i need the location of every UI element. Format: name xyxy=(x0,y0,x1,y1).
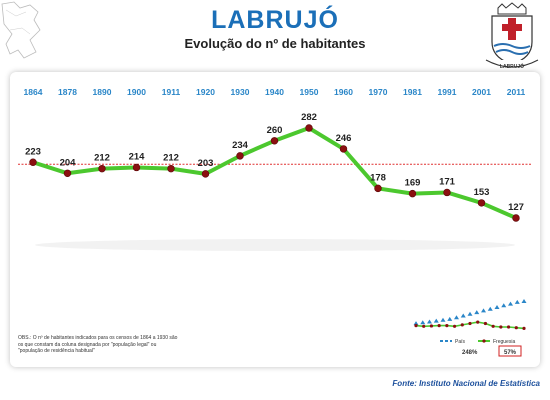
source-text: Fonte: Instituto Nacional de Estatística xyxy=(392,379,540,388)
inset-pais-point xyxy=(481,308,486,313)
inset-pais-point xyxy=(508,301,513,306)
inset-freguesia-point xyxy=(452,324,457,328)
year-label-2011: 2011 xyxy=(507,87,526,97)
page-title: LABRUJÓ xyxy=(211,6,339,34)
inset-freguesia-point xyxy=(522,326,526,330)
inset-pais-point xyxy=(440,317,446,322)
data-point-1920 xyxy=(201,170,210,178)
data-point-1950 xyxy=(305,124,313,132)
data-label-1981: 169 xyxy=(405,178,421,189)
data-point-1981 xyxy=(408,189,417,198)
footnote: OBS.: O nº de habitantes indicados para … xyxy=(18,335,178,354)
year-label-1950: 1950 xyxy=(300,87,319,97)
year-label-1930: 1930 xyxy=(231,87,250,97)
inset-pais-point xyxy=(487,306,493,311)
year-label-1991: 1991 xyxy=(438,87,457,97)
pct-freguesia: 57% xyxy=(504,350,517,356)
parish-map xyxy=(1,1,41,59)
data-point-1911 xyxy=(167,164,175,173)
inset-freguesia-point xyxy=(483,321,488,326)
coat-of-arms-icon: LABRUJÓ xyxy=(485,2,539,70)
data-label-1950: 282 xyxy=(301,112,317,123)
legend-freguesia-label: Freguesia xyxy=(493,339,515,345)
year-label-1960: 1960 xyxy=(334,87,353,97)
data-point-1930 xyxy=(236,152,244,160)
data-label-1991: 171 xyxy=(439,176,456,187)
data-label-1970: 178 xyxy=(370,172,386,183)
inset-pais-point xyxy=(474,310,480,315)
data-point-1878 xyxy=(63,169,72,177)
year-label-1878: 1878 xyxy=(58,87,77,97)
inset-pais-point xyxy=(467,311,473,316)
inset-freguesia-point xyxy=(437,324,441,328)
inset-freguesia-point xyxy=(499,325,503,329)
inset-pais-point xyxy=(427,319,432,324)
year-label-1920: 1920 xyxy=(196,87,215,97)
data-label-1878: 204 xyxy=(60,157,77,168)
data-point-2011 xyxy=(512,214,520,222)
inset-freguesia-point xyxy=(460,323,464,327)
year-label-1940: 1940 xyxy=(265,87,284,97)
inset-freguesia-point xyxy=(476,320,480,324)
inset-freguesia-point xyxy=(422,324,426,328)
inset-pais-point xyxy=(454,315,459,320)
year-label-1900: 1900 xyxy=(127,87,146,97)
data-label-1940: 260 xyxy=(267,125,283,136)
pct-pais: 248% xyxy=(462,350,478,356)
inset-pais-point xyxy=(420,320,426,325)
inset-freguesia-point xyxy=(414,324,418,328)
data-label-2011: 127 xyxy=(508,202,524,213)
data-point-1890 xyxy=(98,164,106,173)
year-label-1981: 1981 xyxy=(403,87,422,97)
year-label-1970: 1970 xyxy=(369,87,388,97)
data-point-1960 xyxy=(339,145,348,153)
data-label-2001: 153 xyxy=(474,187,490,198)
data-point-1940 xyxy=(270,137,279,145)
data-label-1911: 212 xyxy=(163,153,179,164)
data-point-1970 xyxy=(374,184,382,193)
data-point-1900 xyxy=(132,163,141,172)
inset-freguesia-point xyxy=(445,324,449,328)
inset-pais-point xyxy=(494,305,500,309)
inset-freguesia-point xyxy=(506,325,511,329)
page-subtitle: Evolução do nº de habitantes xyxy=(184,36,366,51)
inset-pais-point xyxy=(521,299,527,304)
inset-pais-point xyxy=(514,299,520,304)
legend-pais-label: País xyxy=(455,339,466,345)
inset-freguesia-point xyxy=(491,324,495,328)
data-label-1864: 223 xyxy=(25,146,41,157)
chart-frame xyxy=(10,72,540,367)
data-point-2001 xyxy=(477,199,486,207)
plot-shadow xyxy=(35,239,515,251)
inset-freguesia-point xyxy=(514,326,518,330)
inset-pais-point xyxy=(447,316,453,321)
year-label-2001: 2001 xyxy=(472,87,491,97)
data-label-1900: 214 xyxy=(129,151,146,162)
year-label-1911: 1911 xyxy=(162,87,181,97)
data-label-1930: 234 xyxy=(232,140,249,151)
year-label-1864: 1864 xyxy=(24,87,43,97)
data-label-1960: 246 xyxy=(336,133,352,144)
data-point-1864 xyxy=(29,158,37,166)
data-point-1991 xyxy=(443,188,451,197)
inset-freguesia-point xyxy=(468,321,472,326)
inset-pais-point xyxy=(433,318,439,323)
inset-pais-point xyxy=(501,303,507,308)
data-label-1920: 203 xyxy=(198,158,214,169)
crest-label: LABRUJÓ xyxy=(500,62,524,70)
year-label-1890: 1890 xyxy=(93,87,112,97)
data-label-1890: 212 xyxy=(94,153,110,164)
inset-pais-point xyxy=(413,321,419,326)
inset-freguesia-point xyxy=(429,324,434,328)
inset-pais-point xyxy=(460,313,466,318)
